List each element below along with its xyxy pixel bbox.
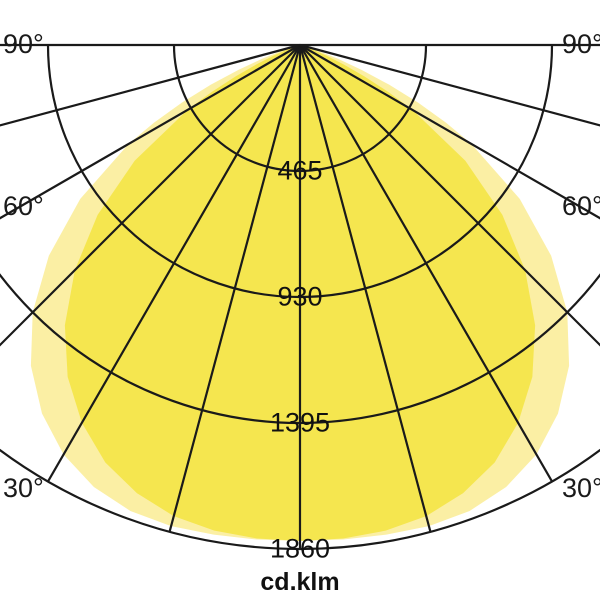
angle-label-right-90: 90° xyxy=(562,29,600,59)
angle-label-right-30: 30° xyxy=(562,473,600,503)
angle-label-left-60: 60° xyxy=(3,191,44,221)
grid-spoke--30 xyxy=(47,44,301,483)
grid-spoke--75 xyxy=(0,43,301,127)
ring-label-930: 930 xyxy=(277,281,323,312)
grid-spoke--60 xyxy=(0,44,301,220)
angle-label-left-90: 90° xyxy=(3,29,44,59)
grid-spoke-30 xyxy=(299,44,553,483)
angle-label-right-60: 60° xyxy=(562,191,600,221)
grid-spoke-15 xyxy=(298,44,432,533)
grid-spoke--45 xyxy=(0,44,301,347)
polar-grid-layer xyxy=(0,43,600,551)
grid-spoke-45 xyxy=(299,44,600,347)
ring-label-1395: 1395 xyxy=(269,407,331,438)
ring-label-1860: 1860 xyxy=(269,533,331,564)
angle-label-left-30: 30° xyxy=(3,473,44,503)
unit-label: cd.klm xyxy=(260,568,340,596)
grid-spoke-75 xyxy=(299,43,600,127)
ring-label-465: 465 xyxy=(277,155,323,186)
grid-spoke-60 xyxy=(299,44,600,220)
grid-spoke--15 xyxy=(168,44,302,533)
